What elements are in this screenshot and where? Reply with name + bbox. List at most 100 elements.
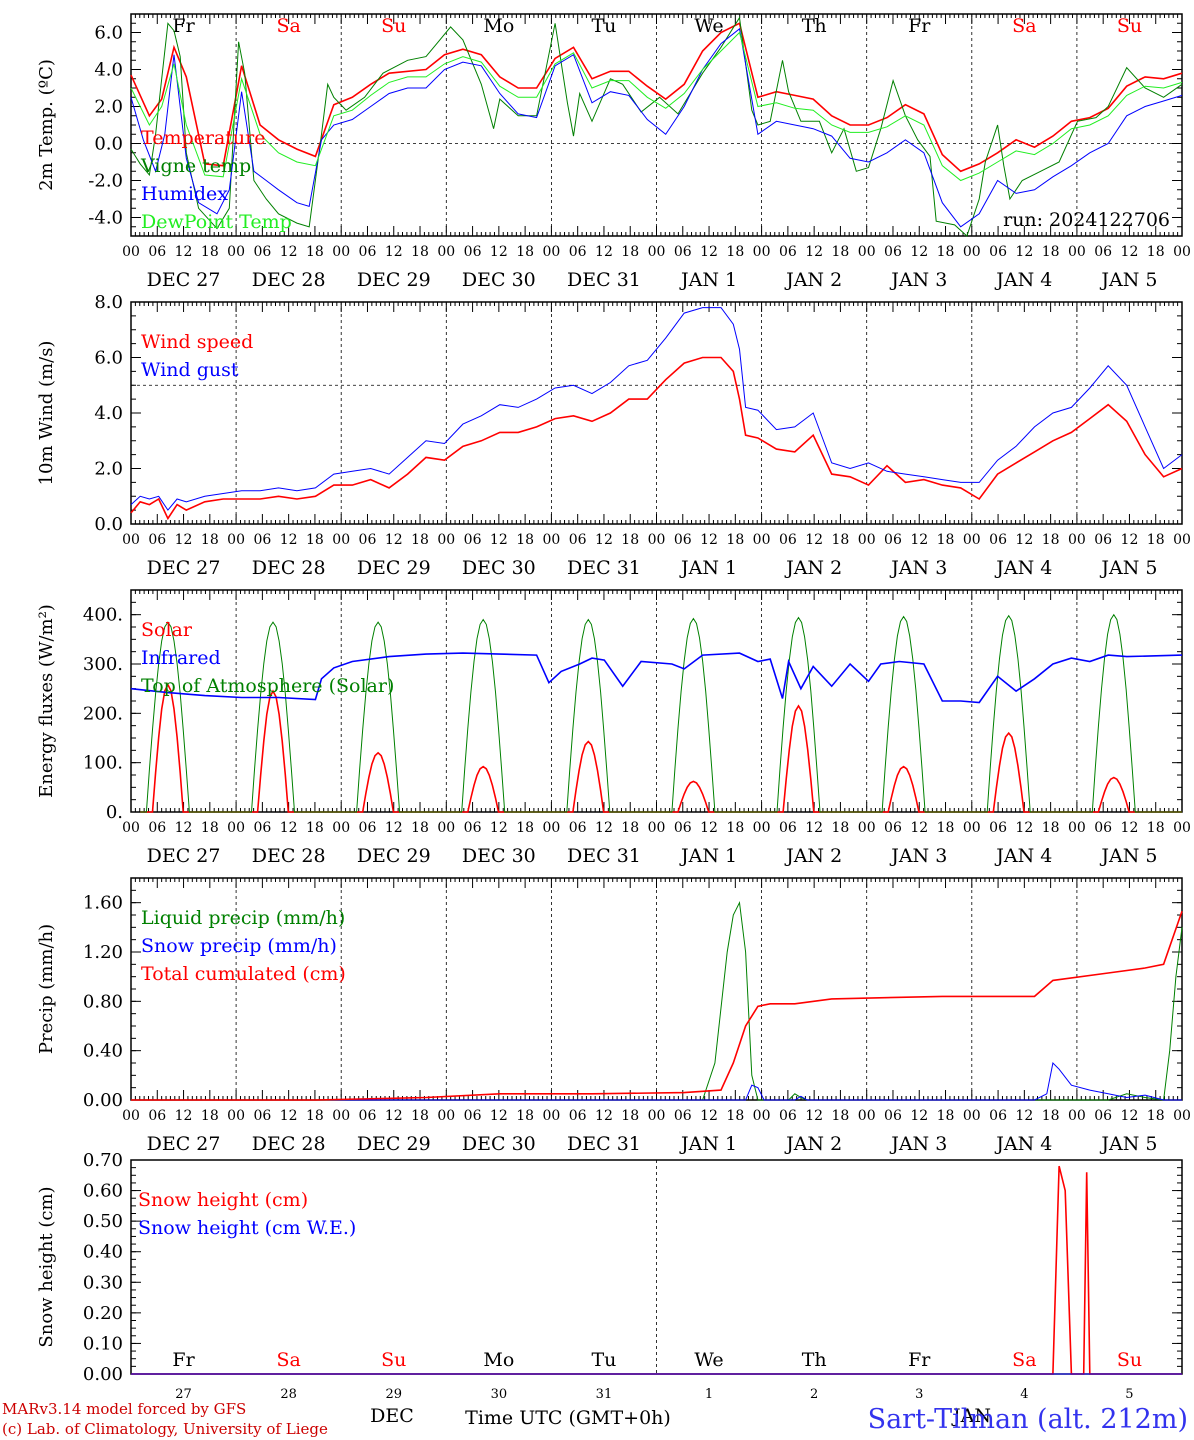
wind-x-hour-label: 06 (884, 532, 902, 548)
temp-x-hour-label: 12 (490, 244, 508, 260)
temp-x-hour-label: 06 (359, 244, 377, 260)
precip-x-hour-label: 06 (464, 1108, 482, 1124)
precip-y-tick-label: 1.60 (83, 893, 123, 914)
flux-x-hour-label: 06 (779, 820, 797, 836)
wind-x-hour-label: 06 (989, 532, 1007, 548)
precip-x-day-label: DEC 28 (252, 1133, 326, 1155)
precip-x-hour-label: 12 (490, 1108, 508, 1124)
wind-x-hour-label: 12 (1015, 532, 1033, 548)
legend-wind-gust: Wind gust (141, 359, 239, 381)
wind-x-day-label: DEC 27 (147, 557, 221, 579)
wind-y-tick-label: 8.0 (94, 292, 123, 313)
temp-day-name: Fr (172, 15, 195, 37)
temp-y-tick-label: 0.0 (94, 134, 123, 155)
wind-x-day-label: DEC 28 (252, 557, 326, 579)
run-annotation: run: 2024122706 (1003, 209, 1170, 231)
flux-x-hour-label: 06 (674, 820, 692, 836)
flux-x-hour-label: 00 (753, 820, 771, 836)
temp-day-name: Fr (908, 15, 931, 37)
flux-y-axis-title: Energy fluxes (W/m²) (36, 604, 57, 798)
temp-x-hour-label: 18 (832, 244, 850, 260)
temp-x-hour-label: 00 (332, 244, 350, 260)
precip-y-tick-label: 0.00 (83, 1090, 123, 1111)
series-humidex (130, 27, 1183, 228)
flux-x-hour-label: 00 (858, 820, 876, 836)
temp-x-hour-label: 00 (963, 244, 981, 260)
precip-x-hour-label: 12 (595, 1108, 613, 1124)
flux-x-hour-label: 06 (253, 820, 271, 836)
wind-x-hour-label: 18 (726, 532, 744, 548)
temp-x-hour-label: 06 (779, 244, 797, 260)
wind-y-tick-label: 4.0 (94, 403, 123, 424)
precip-x-day-label: JAN 5 (1099, 1133, 1157, 1155)
legend-top-of-atmosphere-solar: Top of Atmosphere (Solar) (141, 675, 394, 697)
wind-x-hour-label: 12 (385, 532, 403, 548)
temp-x-hour-label: 00 (858, 244, 876, 260)
flux-x-hour-label: 12 (175, 820, 193, 836)
precip-x-hour-label: 06 (148, 1108, 166, 1124)
wind-x-hour-label: 00 (963, 532, 981, 548)
snow-y-tick-label: 0.40 (83, 1242, 123, 1263)
panel-precip: 0.00 0.40 0.80 1.20 1.60 Precip (mm/h) 00 06 12 1… (36, 877, 1191, 1155)
temp-day-name: Su (1117, 15, 1142, 37)
flux-x-hour-label: 06 (989, 820, 1007, 836)
wind-x-hour-label: 12 (700, 532, 718, 548)
temp-x-hour-label: 12 (700, 244, 718, 260)
legend-humidex: Humidex (141, 183, 228, 205)
snow-y-tick-label: 0.10 (83, 1333, 123, 1354)
temp-x-hour-label: 12 (1121, 244, 1139, 260)
flux-x-hour-label: 00 (1173, 820, 1191, 836)
temp-x-hour-label: 18 (621, 244, 639, 260)
flux-y-tick-label: 400. (83, 605, 123, 626)
wind-x-hour-label: 00 (122, 532, 140, 548)
temp-x-day-label: JAN 5 (1099, 269, 1157, 291)
flux-x-hour-label: 06 (148, 820, 166, 836)
wind-x-day-label: JAN 3 (889, 557, 947, 579)
flux-x-hour-label: 18 (1042, 820, 1060, 836)
precip-x-day-label: DEC 29 (357, 1133, 431, 1155)
temp-x-hour-label: 18 (411, 244, 429, 260)
flux-x-hour-label: 12 (490, 820, 508, 836)
precip-x-hour-label: 06 (253, 1108, 271, 1124)
legend-temperature: Temperature (141, 127, 265, 149)
temp-y-tick-label: -4.0 (88, 208, 123, 229)
series-vigne-temp (130, 16, 1183, 237)
precip-x-hour-label: 00 (1173, 1108, 1191, 1124)
footer-day-number: 31 (596, 1387, 613, 1402)
wind-x-hour-label: 18 (937, 532, 955, 548)
snow-y-tick-label: 0.60 (83, 1181, 123, 1202)
series-temperature (130, 22, 1183, 173)
precip-x-hour-label: 00 (542, 1108, 560, 1124)
temp-x-day-label: JAN 2 (784, 269, 842, 291)
temp-x-hour-label: 00 (1173, 244, 1191, 260)
flux-y-tick-label: 0. (106, 802, 123, 823)
wind-x-hour-label: 00 (227, 532, 245, 548)
snow-y-tick-label: 0.30 (83, 1272, 123, 1293)
series-dewpoint-temp (130, 31, 1183, 182)
precip-x-hour-label: 00 (858, 1108, 876, 1124)
flux-x-day-label: JAN 3 (889, 845, 947, 867)
temp-x-hour-label: 00 (122, 244, 140, 260)
series-total-cumulated-cm (131, 911, 1183, 1101)
panel-flux: 0. 100. 200. 300. 400. Energy fluxes (W/m²) 00… (36, 589, 1191, 867)
wind-x-hour-label: 18 (1042, 532, 1060, 548)
precip-y-axis-title: Precip (mm/h) (36, 924, 57, 1054)
wind-x-hour-label: 06 (464, 532, 482, 548)
flux-x-day-label: JAN 2 (784, 845, 842, 867)
temp-day-name: We (694, 15, 723, 37)
precip-x-hour-label: 06 (884, 1108, 902, 1124)
precip-x-hour-label: 06 (989, 1108, 1007, 1124)
snow-y-tick-label: 0.50 (83, 1211, 123, 1232)
temp-x-hour-label: 12 (910, 244, 928, 260)
temp-x-hour-label: 00 (648, 244, 666, 260)
flux-x-hour-label: 18 (937, 820, 955, 836)
wind-x-hour-label: 12 (490, 532, 508, 548)
temp-x-hour-label: 12 (805, 244, 823, 260)
snow-day-name: Su (381, 1349, 406, 1371)
wind-x-day-label: JAN 2 (784, 557, 842, 579)
flux-x-hour-label: 12 (910, 820, 928, 836)
flux-x-day-label: DEC 27 (147, 845, 221, 867)
flux-x-hour-label: 00 (122, 820, 140, 836)
snow-day-name: Sa (1012, 1349, 1036, 1371)
precip-x-hour-label: 06 (359, 1108, 377, 1124)
